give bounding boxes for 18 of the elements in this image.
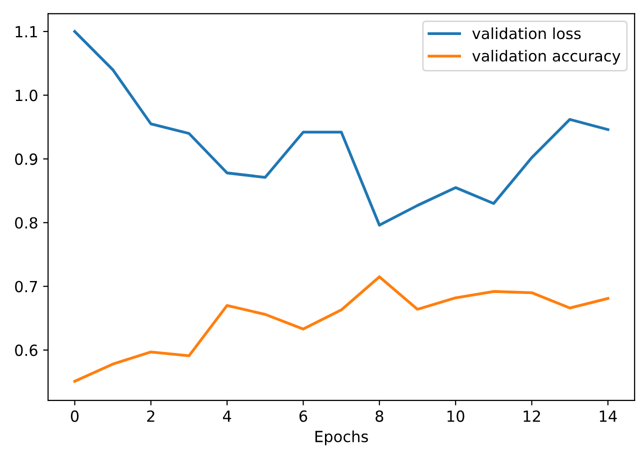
x-axis-title: Epochs (315, 430, 368, 446)
y-tick-label: 0.8 (15, 217, 38, 229)
x-tick-label: 2 (147, 410, 154, 422)
y-tick-label: 0.7 (15, 280, 38, 292)
x-tick-label: 6 (299, 410, 308, 422)
legend-label: validation loss (472, 27, 581, 40)
x-tick-label: 10 (448, 410, 464, 422)
y-tick-label: 1.1 (16, 26, 37, 38)
y-tick-label: 1.0 (16, 90, 38, 102)
x-tick-label: 0 (70, 410, 79, 422)
y-tick-label: 0.9 (15, 153, 38, 165)
line-series (73, 275, 610, 383)
legend-label: validation accuracy (472, 50, 620, 65)
x-tick-label: 12 (524, 410, 540, 422)
x-tick-label: 14 (600, 410, 617, 422)
x-tick-label: 8 (376, 410, 384, 422)
x-tick-label: 4 (222, 410, 232, 422)
y-tick-label: 0.6 (15, 344, 38, 356)
